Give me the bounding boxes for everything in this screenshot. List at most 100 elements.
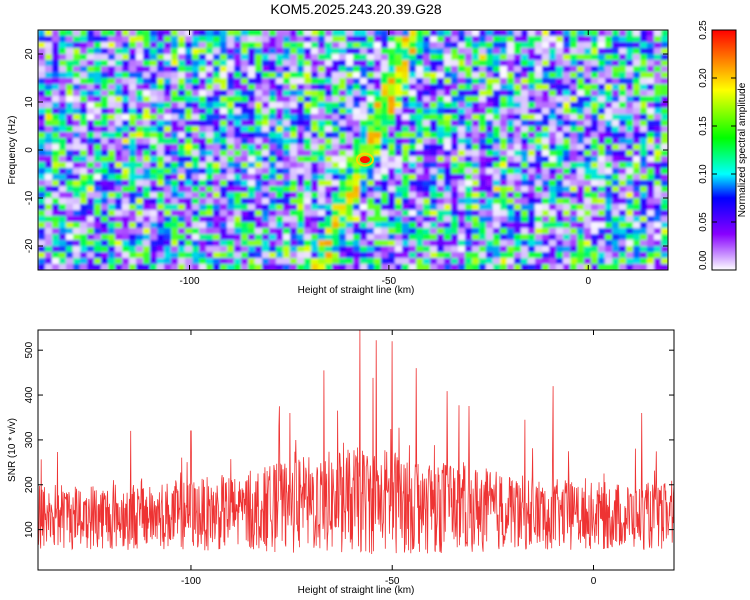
heatmap-cell — [143, 84, 151, 91]
heatmap-cell — [570, 102, 578, 109]
heatmap-cell — [549, 150, 557, 157]
heatmap-cell — [66, 252, 74, 259]
heatmap-cell — [416, 258, 424, 265]
heatmap-cell — [395, 36, 403, 43]
heatmap-cell — [563, 180, 571, 187]
heatmap-cell — [332, 258, 340, 265]
heatmap-cell — [591, 120, 599, 127]
heatmap-cell — [626, 108, 634, 115]
heatmap-cell — [570, 168, 578, 175]
heatmap-cell — [122, 66, 130, 73]
heatmap-cell — [59, 114, 67, 121]
heatmap-cell — [248, 162, 256, 169]
heatmap-cell — [591, 126, 599, 133]
heatmap-cell — [500, 54, 508, 61]
heatmap-cell — [325, 222, 333, 229]
heatmap-cell — [157, 246, 165, 253]
heatmap-cell — [514, 150, 522, 157]
heatmap-cell — [409, 228, 417, 235]
heatmap-cell — [472, 90, 480, 97]
heatmap-cell — [430, 36, 438, 43]
heatmap-cell — [423, 264, 431, 270]
heatmap-cell — [325, 264, 333, 270]
heatmap-cell — [248, 78, 256, 85]
heatmap-cell — [395, 114, 403, 121]
heatmap-cell — [101, 48, 109, 55]
heatmap-cell — [185, 138, 193, 145]
heatmap-cell — [94, 30, 102, 37]
heatmap-cell — [213, 30, 221, 37]
heatmap-cell — [213, 246, 221, 253]
heatmap-cell — [192, 144, 200, 151]
heatmap-cell — [318, 210, 326, 217]
heatmap-cell — [318, 240, 326, 247]
heatmap-cell — [199, 234, 207, 241]
heatmap-cell — [157, 66, 165, 73]
heatmap-cell — [647, 60, 655, 67]
heatmap-cell — [549, 42, 557, 49]
heatmap-cell — [661, 126, 668, 133]
heatmap-cell — [521, 186, 529, 193]
heatmap-cell — [52, 132, 60, 139]
heatmap-cell — [269, 252, 277, 259]
heatmap-cell — [430, 174, 438, 181]
heatmap-cell — [129, 210, 137, 217]
heatmap-cell — [605, 60, 613, 67]
heatmap-cell — [542, 258, 550, 265]
heatmap-cell — [164, 132, 172, 139]
heatmap-cell — [150, 252, 158, 259]
heatmap-cell — [661, 210, 668, 217]
heatmap-cell — [269, 198, 277, 205]
heatmap-cell — [38, 150, 46, 157]
heatmap-cell — [423, 30, 431, 37]
heatmap-cell — [185, 132, 193, 139]
heatmap-cell — [122, 120, 130, 127]
heatmap-cell — [38, 174, 46, 181]
heatmap-cell — [416, 42, 424, 49]
heatmap-cell — [430, 186, 438, 193]
heatmap-cell — [598, 204, 606, 211]
heatmap-cell — [640, 216, 648, 223]
heatmap-cell — [171, 168, 179, 175]
heatmap-cell — [507, 60, 515, 67]
heatmap-cell — [311, 234, 319, 241]
heatmap-cell — [472, 36, 480, 43]
heatmap-cell — [598, 90, 606, 97]
heatmap-cell — [451, 240, 459, 247]
heatmap-cell — [514, 126, 522, 133]
heatmap-cell — [353, 264, 361, 270]
heatmap-cell — [248, 240, 256, 247]
heatmap-cell — [115, 210, 123, 217]
heatmap-cell — [311, 72, 319, 79]
heatmap-cell — [297, 186, 305, 193]
heatmap-cell — [430, 246, 438, 253]
heatmap-cell — [556, 156, 564, 163]
heatmap-cell — [619, 120, 627, 127]
heatmap-cell — [255, 96, 263, 103]
heatmap-cell — [360, 264, 368, 270]
heatmap-cell — [612, 168, 620, 175]
heatmap-cell — [234, 48, 242, 55]
heatmap-cell — [535, 132, 543, 139]
heatmap-cell — [241, 84, 249, 91]
heatmap-cell — [311, 126, 319, 133]
heatmap-cell — [360, 198, 368, 205]
heatmap-cell — [493, 264, 501, 270]
heatmap-peak — [359, 156, 370, 164]
heatmap-cell — [164, 180, 172, 187]
heatmap-cell — [507, 228, 515, 235]
heatmap-cell — [388, 36, 396, 43]
heatmap-cell — [507, 180, 515, 187]
heatmap-cell — [437, 156, 445, 163]
heatmap-cell — [164, 234, 172, 241]
heatmap-cell — [479, 48, 487, 55]
heatmap-cell — [346, 210, 354, 217]
heatmap-cell — [101, 240, 109, 247]
heatmap-cell — [493, 150, 501, 157]
heatmap-cell — [514, 30, 522, 37]
heatmap-cell — [605, 204, 613, 211]
heatmap-cell — [52, 60, 60, 67]
heatmap-cell — [598, 72, 606, 79]
heatmap-cell — [605, 156, 613, 163]
heatmap-cell — [633, 252, 641, 259]
